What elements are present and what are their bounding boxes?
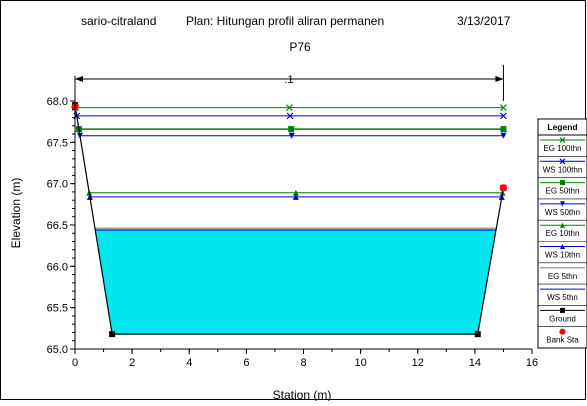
legend-entry-bank-sta-marker [559, 328, 566, 335]
section-title: P76 [289, 40, 311, 54]
y-tick-label-66.5: 66.5 [47, 220, 68, 232]
plan-date: 3/13/2017 [457, 14, 511, 28]
series-marker-eg-100thn-2 [500, 104, 507, 112]
legend-entry-ws-100thn-marker-b [559, 158, 566, 165]
ground-line [74, 105, 505, 335]
series-marker-eg-100thn-2-b [500, 104, 507, 112]
y-tick-label-65.0: 65.0 [47, 344, 68, 356]
legend-title: Legend [547, 122, 577, 132]
legend-entry-ws-100thn-marker [559, 158, 566, 165]
y-tick-label-67.0: 67.0 [47, 179, 68, 191]
x-tick-label-12: 12 [412, 357, 424, 369]
legend-entry-ws-10thn-marker [560, 244, 565, 249]
legend-entry-ws-50thn-label: WS 50thn [545, 208, 580, 217]
legend-entry-ws-50thn-marker [560, 201, 565, 207]
series-marker-ws-100thn-2 [500, 112, 507, 120]
series-marker-eg-100thn-1-b [285, 104, 293, 112]
y-tick-label-66.0: 66.0 [47, 261, 68, 273]
series-marker-eg-10thn-1 [292, 189, 299, 196]
x-tick-label-8: 8 [300, 357, 306, 369]
series-marker-ws-100thn-1-b [286, 112, 294, 120]
series-marker-eg-50thn-1 [288, 126, 295, 133]
x-tick-label-0: 0 [72, 357, 78, 369]
dimension-label: .1 [284, 74, 293, 86]
series-marker-ws-50thn-1 [288, 132, 295, 139]
ground-point-2 [474, 331, 481, 338]
x-tick-label-4: 4 [186, 357, 192, 369]
series-marker-eg-100thn-1 [285, 104, 293, 112]
x-tick-label-14: 14 [469, 357, 481, 369]
legend-entry-bank-sta-label: Bank Sta [546, 336, 579, 345]
dimension-arrow-right [495, 76, 504, 82]
legend-entry-eg-10thn-label: EG 10thn [546, 229, 580, 238]
dimension-arrow-left [75, 76, 83, 82]
series-marker-ws-100thn-1 [286, 112, 294, 120]
x-tick-label-16: 16 [526, 357, 538, 369]
legend-entry-eg-100thn-label: EG 100thn [543, 144, 581, 153]
legend-entry-ws-100thn-label: WS 100thn [543, 165, 583, 174]
series-marker-eg-50thn-2 [500, 126, 507, 133]
legend-entry-eg-50thn-label: EG 50thn [546, 187, 580, 196]
series-marker-ws-10thn-1 [292, 193, 299, 200]
x-tick-label-10: 10 [355, 357, 367, 369]
series-marker-ws-100thn-2-b [500, 112, 507, 120]
legend-entry-ws-5thn-label: WS 5thn [547, 293, 578, 302]
legend-entry-eg-5thn-label: EG 5thn [548, 272, 577, 281]
legend-entry-eg-10thn-marker [560, 222, 565, 228]
water-area [95, 229, 497, 335]
x-tick-label-2: 2 [129, 357, 135, 369]
y-tick-label-65.5: 65.5 [47, 303, 68, 315]
x-axis-label: Station (m) [273, 388, 332, 401]
legend-entry-ground-marker [560, 307, 565, 313]
legend-entry-ws-10thn-label: WS 10thn [545, 251, 580, 260]
y-tick-label-67.5: 67.5 [47, 137, 68, 149]
legend-entry-eg-100thn-marker-b [559, 137, 566, 143]
plan-title: Plan: Hitungan profil aliran permanen [186, 14, 384, 28]
bank-station-1 [499, 184, 508, 192]
y-tick-label-68.0: 68.0 [47, 96, 68, 108]
ground-point-1 [109, 331, 116, 338]
project-title: sario-citraland [81, 14, 156, 28]
x-tick-label-6: 6 [243, 357, 249, 369]
legend-entry-ground-label: Ground [549, 314, 576, 323]
series-marker-ws-50thn-2 [500, 132, 507, 139]
legend-entry-eg-50thn-marker [560, 180, 565, 186]
legend-entry-eg-100thn-marker [559, 137, 566, 143]
y-axis-label: Elevation (m) [9, 178, 23, 249]
